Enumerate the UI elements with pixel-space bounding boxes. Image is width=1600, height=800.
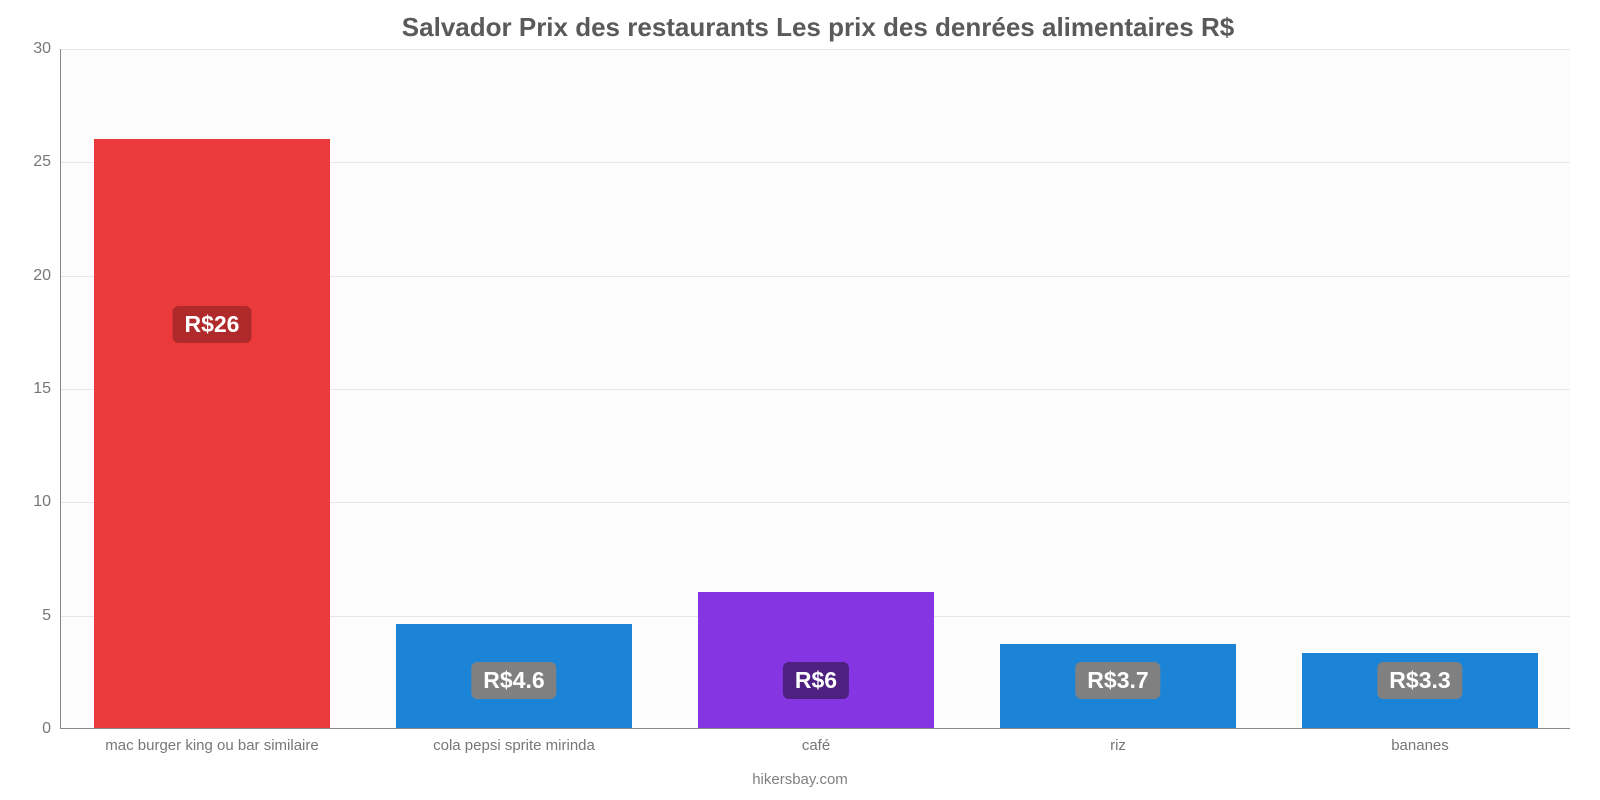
- bar: R$26: [94, 139, 330, 728]
- bar-value-label: R$4.6: [471, 662, 556, 699]
- ytick-label: 25: [33, 153, 51, 171]
- ytick-label: 0: [42, 720, 51, 738]
- gridline: [61, 49, 1570, 50]
- ytick-label: 30: [33, 40, 51, 58]
- xaxis-label: mac burger king ou bar similaire: [61, 737, 363, 754]
- bar-value-label: R$26: [172, 306, 251, 343]
- xaxis-label: bananes: [1269, 737, 1571, 754]
- bar: R$3.7: [1000, 644, 1236, 728]
- ytick-label: 15: [33, 380, 51, 398]
- bar-value-label: R$6: [783, 662, 849, 699]
- xaxis-label: cola pepsi sprite mirinda: [363, 737, 665, 754]
- bar: R$4.6: [396, 624, 632, 728]
- bar: R$6: [698, 592, 934, 728]
- xaxis-label: riz: [967, 737, 1269, 754]
- bar: R$3.3: [1302, 653, 1538, 728]
- ytick-label: 10: [33, 493, 51, 511]
- ytick-label: 20: [33, 267, 51, 285]
- ytick-label: 5: [42, 607, 51, 625]
- bar-value-label: R$3.3: [1377, 662, 1462, 699]
- chart-container: Salvador Prix des restaurants Les prix d…: [0, 0, 1600, 800]
- chart-title: Salvador Prix des restaurants Les prix d…: [60, 12, 1576, 43]
- bar-value-label: R$3.7: [1075, 662, 1160, 699]
- plot-area: 051015202530R$26mac burger king ou bar s…: [60, 49, 1570, 729]
- chart-footer: hikersbay.com: [752, 771, 848, 788]
- xaxis-label: café: [665, 737, 967, 754]
